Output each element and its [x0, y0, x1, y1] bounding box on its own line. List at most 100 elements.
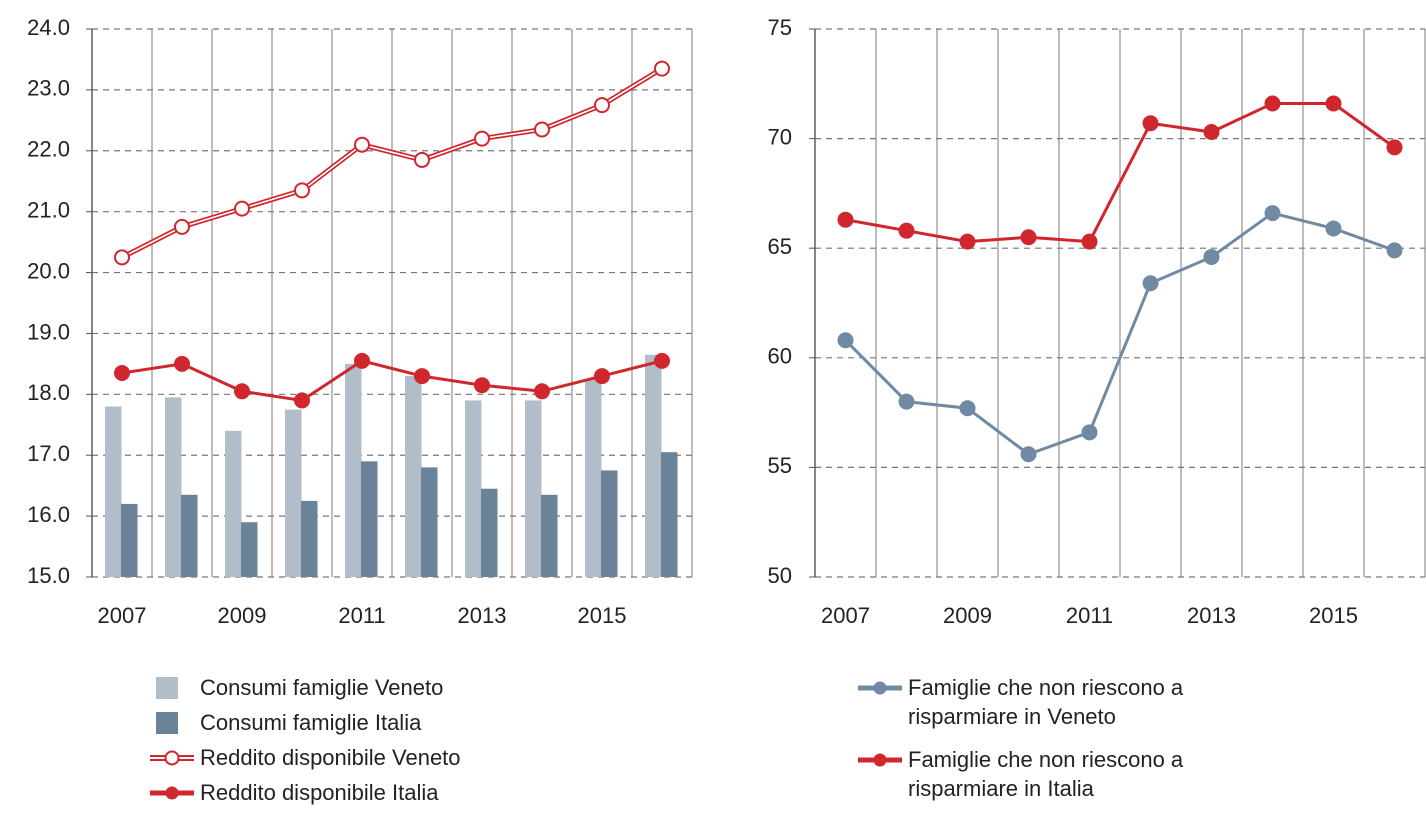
bar [601, 470, 618, 577]
bar [585, 379, 602, 577]
x-tick-label: 2009 [943, 603, 992, 628]
legend-item: Reddito disponibile Italia [150, 778, 461, 807]
marker [234, 200, 250, 217]
bar [301, 500, 318, 577]
y-tick-label: 55 [768, 453, 792, 478]
bar [465, 400, 482, 577]
marker [594, 368, 610, 385]
x-tick-label: 2013 [1187, 603, 1236, 628]
y-tick-label: 24.0 [27, 15, 70, 40]
y-tick-label: 23.0 [27, 76, 70, 101]
y-tick-label: 22.0 [27, 137, 70, 162]
marker [898, 393, 915, 410]
legend: Famiglie che non riescono a risparmiare … [858, 673, 1188, 817]
marker [534, 383, 550, 400]
marker [414, 368, 430, 385]
legend-item: Reddito disponibile Veneto [150, 743, 461, 772]
marker [837, 211, 854, 228]
y-tick-label: 17.0 [27, 441, 70, 466]
marker [837, 332, 854, 349]
legend-label: Consumi famiglie Veneto [200, 675, 444, 700]
y-tick-label: 18.0 [27, 380, 70, 405]
y-tick-label: 19.0 [27, 319, 70, 344]
x-tick-label: 2007 [98, 603, 147, 628]
marker [1264, 95, 1281, 112]
bar [525, 400, 542, 577]
x-tick-label: 2011 [338, 603, 385, 628]
y-tick-label: 15.0 [27, 563, 70, 588]
marker [959, 400, 976, 417]
x-tick-label: 2009 [218, 603, 267, 628]
y-tick-label: 50 [768, 563, 792, 588]
legend-label: Famiglie che non riescono a risparmiare … [908, 675, 1184, 729]
legend-item: Consumi famiglie Italia [150, 708, 461, 737]
legend-icon [858, 681, 902, 695]
legend-item: Famiglie che non riescono a risparmiare … [858, 673, 1188, 731]
legend-marker [873, 753, 887, 767]
marker [174, 218, 190, 235]
marker [1081, 233, 1098, 250]
marker [654, 60, 670, 77]
legend: Consumi famiglie Veneto Consumi famiglie … [150, 673, 461, 813]
line [845, 102, 1396, 244]
x-tick-label: 2015 [1309, 603, 1358, 628]
y-tick-label: 70 [768, 124, 792, 149]
marker [114, 365, 130, 382]
marker [1386, 242, 1403, 259]
line [844, 211, 1396, 456]
legend-label: Reddito disponibile Italia [200, 780, 439, 805]
bar [645, 354, 662, 577]
marker [294, 182, 310, 199]
marker [1020, 446, 1037, 463]
marker [1203, 248, 1220, 265]
marker [354, 136, 370, 153]
y-tick-label: 20.0 [27, 258, 70, 283]
marker [474, 130, 490, 147]
marker [1325, 95, 1342, 112]
marker [1081, 424, 1098, 441]
marker [534, 121, 550, 138]
marker [594, 97, 610, 114]
marker [1142, 115, 1159, 132]
legend-item: Consumi famiglie Veneto [150, 673, 461, 702]
marker [1325, 220, 1342, 237]
legend-swatch [156, 712, 178, 734]
legend-label: Famiglie che non riescono a risparmiare … [908, 747, 1184, 801]
bar [345, 363, 362, 577]
y-tick-label: 75 [768, 15, 792, 40]
legend-icon [156, 712, 178, 734]
marker [474, 377, 490, 394]
x-tick-label: 2013 [458, 603, 507, 628]
legend-marker [165, 786, 179, 800]
bar [121, 503, 138, 577]
marker [354, 352, 370, 369]
marker [114, 249, 130, 266]
marker [1142, 275, 1159, 292]
marker [1264, 205, 1281, 222]
marker [959, 233, 976, 250]
bar [405, 376, 422, 577]
marker [1203, 124, 1220, 141]
marker [294, 392, 310, 409]
legend-icon [858, 753, 902, 767]
legend-item: Famiglie che non riescono a risparmiare … [858, 745, 1188, 803]
legend-icon [150, 750, 194, 766]
marker [1386, 139, 1403, 156]
legend-marker [873, 681, 887, 695]
marker [654, 352, 670, 369]
legend-label: Reddito disponibile Veneto [200, 745, 461, 770]
bar [421, 467, 438, 577]
bar [165, 397, 182, 577]
marker [898, 222, 915, 239]
bar [241, 522, 258, 577]
line-inner [121, 67, 663, 259]
marker [414, 151, 430, 168]
line [121, 359, 663, 402]
legend-icon [150, 786, 194, 800]
bar [105, 406, 122, 577]
y-tick-label: 60 [768, 344, 792, 369]
marker [1020, 229, 1037, 246]
legend-swatch [156, 677, 178, 699]
